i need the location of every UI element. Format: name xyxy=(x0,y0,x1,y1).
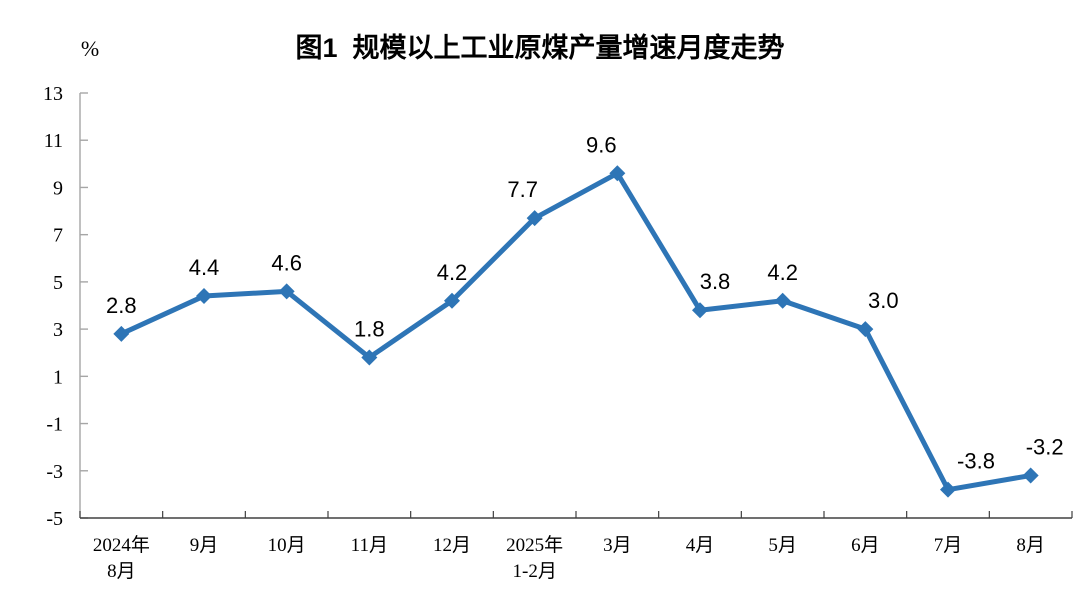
data-point-label: 2.8 xyxy=(106,293,137,318)
x-axis-category-label: 4月 xyxy=(686,535,715,556)
data-point-marker xyxy=(1022,467,1039,484)
x-axis-category-label: 9月 xyxy=(190,535,219,556)
y-axis-tick-label: 11 xyxy=(44,130,63,152)
x-axis-category-label: 6月 xyxy=(851,535,880,556)
x-axis-category-label: 5月 xyxy=(768,535,797,556)
data-point-label: 3.0 xyxy=(868,288,899,313)
x-axis-category-label: 7月 xyxy=(934,535,963,556)
data-point-marker xyxy=(278,283,295,300)
x-axis-category-label: 2024年 8月 xyxy=(93,534,150,582)
x-axis-category-label: 2025年 1-2月 xyxy=(506,534,563,582)
chart-title: 图1 规模以上工业原煤产量增速月度走势 xyxy=(295,33,785,63)
y-axis-tick-label: 1 xyxy=(53,366,63,388)
y-axis-tick-label: 13 xyxy=(43,83,63,105)
y-axis-tick-label: 5 xyxy=(53,272,63,294)
data-point-label: 4.2 xyxy=(767,260,798,285)
y-axis-tick-label: 7 xyxy=(53,225,63,247)
data-point-marker xyxy=(774,292,791,309)
data-point-label: 4.2 xyxy=(437,260,468,285)
data-point-marker xyxy=(857,321,874,338)
x-axis-category-label: 10月 xyxy=(268,535,306,556)
data-point-marker xyxy=(196,288,212,305)
x-axis-category-label: 12月 xyxy=(433,535,471,556)
y-axis-tick-label: 9 xyxy=(53,177,63,199)
data-point-label: 4.6 xyxy=(271,250,302,275)
y-axis-tick-label: -5 xyxy=(46,508,63,530)
line-series xyxy=(118,170,1034,493)
data-point-marker xyxy=(526,210,543,227)
data-point-marker xyxy=(940,481,956,498)
y-axis-tick-label: 3 xyxy=(53,319,63,341)
x-axis-category-label: 11月 xyxy=(351,535,388,556)
data-point-label: 7.7 xyxy=(507,177,538,202)
data-point-label: 4.4 xyxy=(189,255,220,280)
y-axis-tick-label: -3 xyxy=(46,461,63,483)
data-point-label: 9.6 xyxy=(586,132,617,157)
data-point-label: -3.8 xyxy=(957,449,995,474)
data-point-marker xyxy=(692,302,708,319)
data-point-marker xyxy=(361,349,378,366)
x-axis-category-label: 3月 xyxy=(603,535,632,556)
data-point-label: 1.8 xyxy=(354,316,385,341)
data-point-marker xyxy=(113,325,130,342)
data-point-marker xyxy=(609,165,626,182)
x-axis-category-label: 8月 xyxy=(1016,535,1045,556)
data-point-label: -3.2 xyxy=(1026,435,1064,460)
y-axis-unit-label: % xyxy=(80,36,100,61)
y-axis-tick-label: -1 xyxy=(46,414,63,436)
data-point-marker xyxy=(444,292,460,309)
data-point-label: 3.8 xyxy=(700,269,731,294)
